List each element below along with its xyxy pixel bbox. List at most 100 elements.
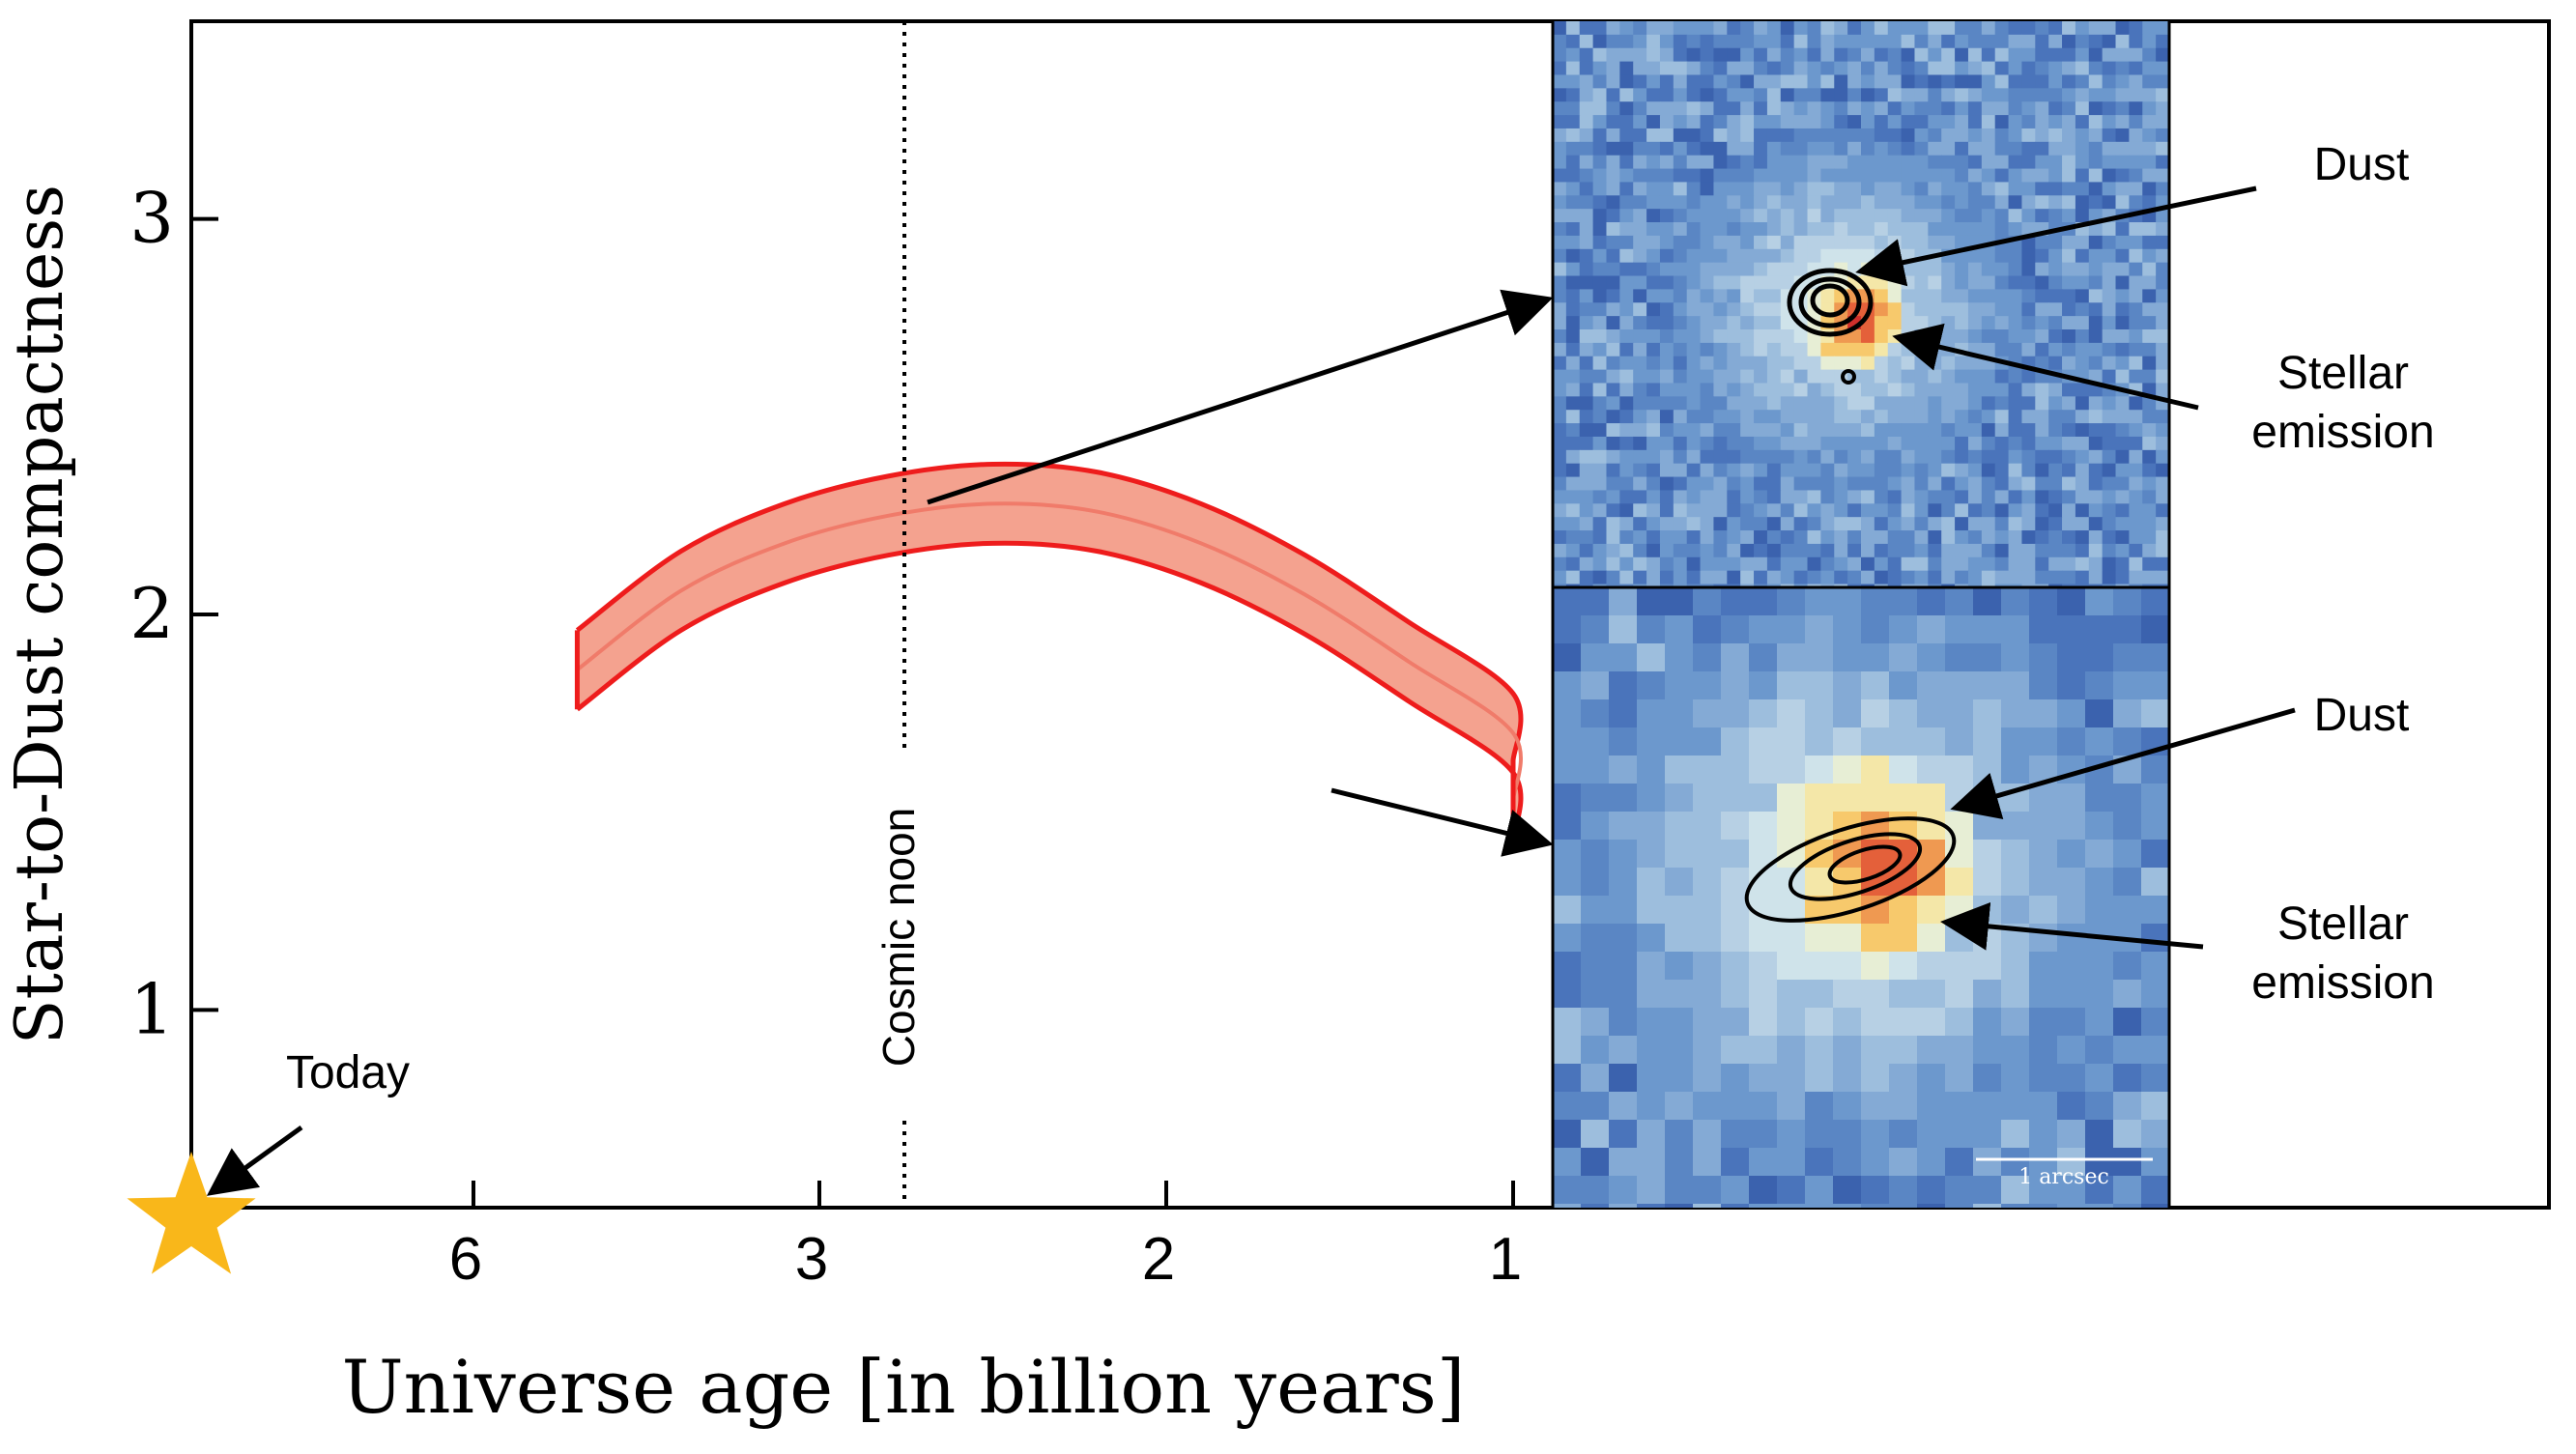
inset-pixel [2129, 235, 2143, 250]
inset-pixel [1981, 396, 1996, 411]
inset-pixel [1941, 289, 1956, 303]
inset-pixel [1793, 209, 1809, 223]
inset-pixel [1665, 1092, 1694, 1121]
inset-pixel [1659, 383, 1674, 397]
inset-pixel [1633, 155, 1647, 170]
inset-pixel [1973, 699, 2002, 728]
inset-pixel [2088, 556, 2104, 572]
inset-pixel [1637, 812, 1666, 841]
inset-pixel [2156, 556, 2170, 572]
inset-pixel [2062, 556, 2076, 572]
inset-pixel [1945, 980, 1974, 1009]
inset-pixel [1727, 584, 1741, 587]
inset-pixel [1700, 262, 1715, 277]
inset-pixel [1981, 74, 1996, 89]
inset-pixel [1740, 275, 1755, 290]
inset-pixel [1700, 410, 1715, 424]
inset-pixel [2029, 1176, 2058, 1205]
inset-pixel [2075, 195, 2090, 210]
inset-pixel [1659, 316, 1674, 330]
inset-pixel [1713, 209, 1728, 223]
inset-pixel [1553, 643, 1582, 672]
inset-pixel [1609, 1036, 1638, 1065]
inset-pixel [1914, 275, 1929, 290]
inset-pixel [1659, 235, 1674, 250]
inset-pixel [2141, 699, 2170, 728]
inset-pixel [1637, 1092, 1666, 1121]
inset-pixel [2008, 34, 2023, 49]
inset-pixel [1754, 329, 1768, 344]
inset-pixel [1592, 182, 1608, 196]
inset-pixel [1740, 302, 1755, 317]
inset-pixel [2088, 141, 2104, 157]
inset-pixel [2156, 248, 2170, 264]
inset-pixel [1579, 316, 1594, 330]
inset-pixel [1754, 88, 1768, 102]
inset-pixel [2029, 671, 2058, 700]
inset-pixel [2075, 503, 2090, 518]
inset-pixel [2088, 503, 2104, 518]
inset-pixel [1833, 784, 1862, 813]
inset-pixel [1967, 410, 1983, 424]
inset-pixel [1740, 584, 1755, 587]
inset-pixel [1874, 47, 1889, 63]
inset-pixel [1861, 615, 1890, 644]
inset-pixel [2113, 1064, 2142, 1093]
inset-pixel [1820, 289, 1835, 303]
inset-pixel [1928, 289, 1942, 303]
inset-pixel [1740, 356, 1755, 371]
inset-pixel [1592, 262, 1608, 277]
inset-pixel [1700, 570, 1715, 585]
inset-pixel [1754, 423, 1768, 438]
inset-pixel [1834, 74, 1848, 89]
inset-pixel [2029, 1064, 2058, 1093]
inset-pixel [1553, 61, 1567, 76]
inset-pixel [1941, 88, 1956, 102]
inset-pixel [1740, 436, 1755, 451]
inset-pixel [2075, 21, 2090, 36]
inset-pixel [1754, 503, 1768, 518]
inset-pixel [2142, 369, 2157, 385]
inset-pixel [1659, 182, 1674, 196]
inset-pixel [2102, 436, 2117, 451]
inset-pixel [2129, 329, 2143, 344]
inset-pixel [1727, 289, 1741, 303]
inset-pixel [1754, 463, 1768, 478]
inset-pixel [2021, 128, 2036, 143]
inset-pixel [2156, 101, 2170, 116]
inset-pixel [2129, 463, 2143, 478]
inset-pixel [2156, 530, 2170, 545]
inset-pixel [1659, 61, 1674, 76]
inset-pixel [1887, 383, 1903, 397]
inset-pixel [2029, 587, 2058, 616]
inset-pixel [1901, 88, 1916, 102]
inset-pixel [1619, 195, 1634, 210]
inset-pixel [1766, 570, 1782, 585]
inset-pixel [2102, 476, 2117, 492]
inset-pixel [1928, 128, 1942, 143]
inset-pixel [1793, 248, 1809, 264]
inset-pixel [1754, 342, 1768, 357]
inset-pixel [1713, 490, 1728, 504]
inset-pixel [2008, 423, 2023, 438]
inset-pixel [2085, 1176, 2114, 1205]
inset-pixel [1659, 423, 1674, 438]
inset-pixel [2008, 342, 2023, 357]
inset-pixel [1637, 1064, 1666, 1093]
inset-pixel [1619, 115, 1634, 129]
inset-pixel [1754, 262, 1768, 277]
inset-pixel [1847, 155, 1862, 170]
inset-pixel [2021, 503, 2036, 518]
inset-pixel [1721, 615, 1750, 644]
inset-pixel [1713, 275, 1728, 290]
inset-pixel [2057, 980, 2086, 1009]
inset-pixel [1889, 784, 1918, 813]
inset-pixel [2156, 543, 2170, 558]
inset-pixel [1606, 168, 1620, 184]
inset-pixel [1766, 275, 1782, 290]
inset-pixel [1941, 155, 1956, 170]
inset-pixel [1700, 248, 1715, 264]
inset-pixel [1793, 570, 1809, 585]
inset-pixel [1820, 21, 1835, 36]
inset-pixel [2141, 1176, 2170, 1205]
